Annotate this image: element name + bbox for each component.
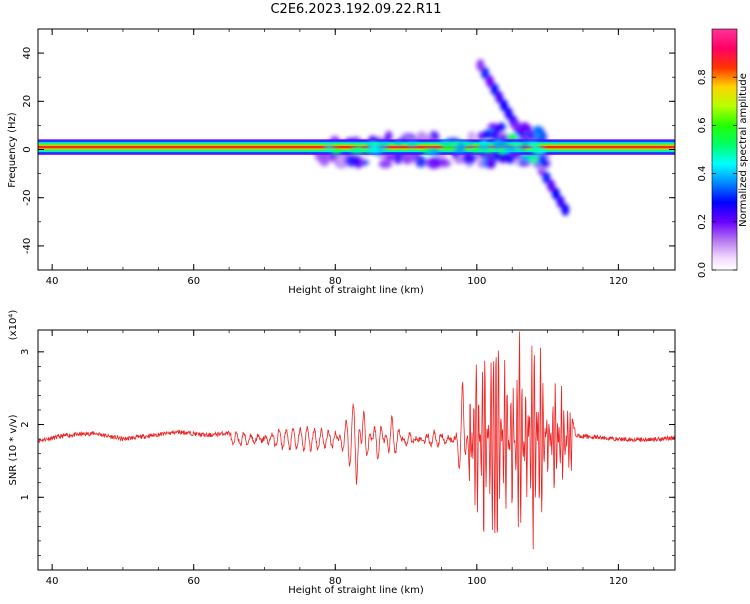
chirp-blob [490,83,499,96]
chirp-blob [556,195,565,208]
x-tick-label: 40 [46,576,59,587]
band-blob [515,145,522,151]
noise-blob [426,157,440,169]
chirp-blob [542,171,551,184]
cluster-blob [520,122,530,134]
spectrogram-heatmap [38,59,675,216]
band-blob [441,142,454,151]
band-blob [480,140,488,146]
chirp-blob [476,59,485,72]
x-tick-label: 100 [467,276,486,287]
snr-multiplier: (x10⁴) [8,310,19,341]
noise-blob [344,154,359,167]
x-tick-label: 80 [329,276,342,287]
cluster-blob [485,158,496,169]
snr-border [37,329,676,571]
band-blob [482,148,495,154]
band-blob [504,147,511,155]
cluster-blob [497,122,505,132]
band-disturbance [323,139,546,156]
spectrogram-y-axis: -40 -20 0 20 40 [22,28,675,271]
colorbar-tick-label: 0.4 [697,166,708,182]
band-blob [531,145,542,153]
noise-blob [415,156,427,168]
colorbar-tick-label: 0.8 [697,69,708,85]
snr-series-line [38,331,675,550]
band-blob [427,148,441,156]
snr-frame [38,330,675,570]
colorbar: 0.0 0.2 0.4 0.6 0.8 Normalized spectral ampl… [697,28,749,278]
colorbar-tick-label: 0.6 [697,117,708,133]
noise-blob [394,157,402,165]
y-tick-label: -20 [22,190,33,206]
x-tick-label: 40 [46,276,59,287]
cluster-blob [489,131,496,139]
chirp-blob [561,203,570,216]
band-blob [492,143,501,150]
chirp-blob [485,75,494,88]
band-blob [369,146,379,153]
noise-blob [402,155,412,164]
cluster-blob [511,120,521,132]
band-blob [375,142,390,149]
colorbar-border [711,28,738,271]
chirp-blob [547,179,556,192]
y-tick-label: 20 [22,95,33,108]
colorbar-ticks: 0.0 0.2 0.4 0.6 0.8 [697,69,737,278]
spectrogram-panel: 40 60 80 100 120 -40 -20 0 20 40 Height of strai… [7,28,676,296]
x-tick-label: 100 [467,576,486,587]
noise-blob [462,151,476,165]
band-blob [453,148,466,154]
band-blob [456,142,466,149]
colorbar-label: Normalized spectral amplitude [738,73,749,227]
colorbar-gradient [712,29,737,270]
figure-title: C2E6.2023.192.09.22.R11 [270,2,442,17]
spectrogram-ylabel: Frequency (Hz) [7,112,18,188]
band-blob [405,141,419,147]
y-tick-label: 2 [20,421,31,427]
colorbar-tick-label: 0.2 [697,214,708,230]
cluster-blob [483,129,491,140]
y-tick-label: 0 [22,146,33,152]
snr-ylabel: SNR (10 * v/v) [8,414,19,485]
y-tick-label: 40 [22,47,33,60]
chirp-blob [504,107,513,120]
bright-blob [528,155,539,164]
snr-x-axis: 40 60 80 100 120 [46,330,655,587]
chirp-blob [551,187,560,200]
y-tick-label: 3 [20,349,31,355]
x-tick-label: 60 [187,276,200,287]
colorbar-tick-label: 0.0 [697,262,708,278]
spectrogram-xlabel: Height of straight line (km) [288,285,424,296]
band-blob [323,144,335,150]
chirp-blob [481,67,490,80]
y-tick-label: -40 [22,238,33,254]
chirp-blob [495,91,504,104]
noise-blob [454,157,465,164]
band-blob [350,146,364,154]
cluster-blob [527,130,535,141]
band-blob [331,148,342,155]
x-tick-label: 60 [187,576,200,587]
x-tick-label: 80 [329,576,342,587]
spectrogram-x-axis: 40 60 80 100 120 [46,29,655,287]
band-blob [394,140,403,146]
noise-blob [439,157,448,168]
y-tick-label: 1 [20,494,31,500]
snr-panel: 40 60 80 100 120 1 2 3 Height of straight line… [8,310,676,596]
x-tick-label: 120 [609,276,628,287]
noise-blob [385,153,397,161]
cluster-blob [532,125,544,134]
snr-y-axis: 1 2 3 [20,349,675,556]
chirp-blob [499,99,508,112]
noise-blob [378,159,393,169]
cluster-blob [540,159,551,168]
x-tick-label: 120 [609,576,628,587]
snr-xlabel: Height of straight line (km) [288,585,424,596]
